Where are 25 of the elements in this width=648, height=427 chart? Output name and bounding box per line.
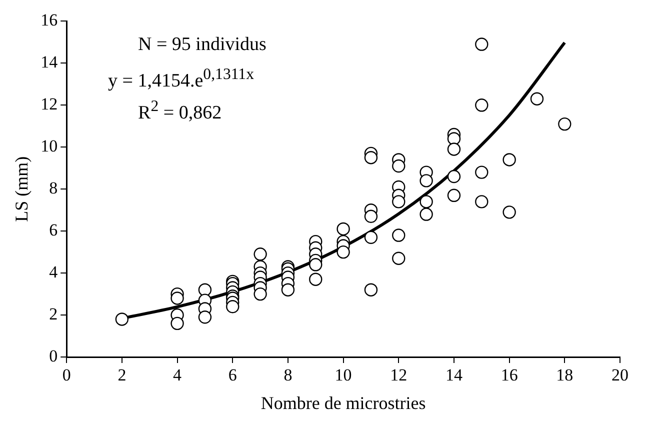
y-tick-label: 4 [49,262,58,282]
y-tick-label: 2 [49,304,58,324]
x-axis-title: Nombre de microstries [260,392,426,413]
y-tick-label: 6 [49,220,58,240]
x-tick-label: 2 [118,366,126,385]
x-tick-label: 4 [173,366,182,385]
x-tick-label: 16 [500,366,518,385]
y-tick-label: 10 [40,136,58,156]
annotation: y = 1,4154.e$^{0,1311x}$ [108,66,254,92]
x-tick-label: 12 [390,366,408,385]
y-tick-label: 8 [49,178,58,198]
x-tick-label: 10 [334,366,352,385]
y-tick-label: 14 [40,52,58,72]
x-tick-label: 6 [228,366,237,385]
y-tick-label: 12 [40,94,58,114]
x-tick-label: 18 [556,366,574,385]
x-tick-label: 14 [445,366,463,385]
y-axis-title: LS (mm) [12,156,32,222]
y-tick-label: 0 [49,346,58,366]
annotation: N = 95 individus [138,34,266,56]
x-tick-label: 0 [62,366,71,385]
annotation: R$^{2}$ = 0,862 [138,98,222,124]
x-tick-label: 8 [284,366,292,385]
y-tick-label: 16 [40,10,58,30]
x-tick-label: 20 [612,366,628,385]
